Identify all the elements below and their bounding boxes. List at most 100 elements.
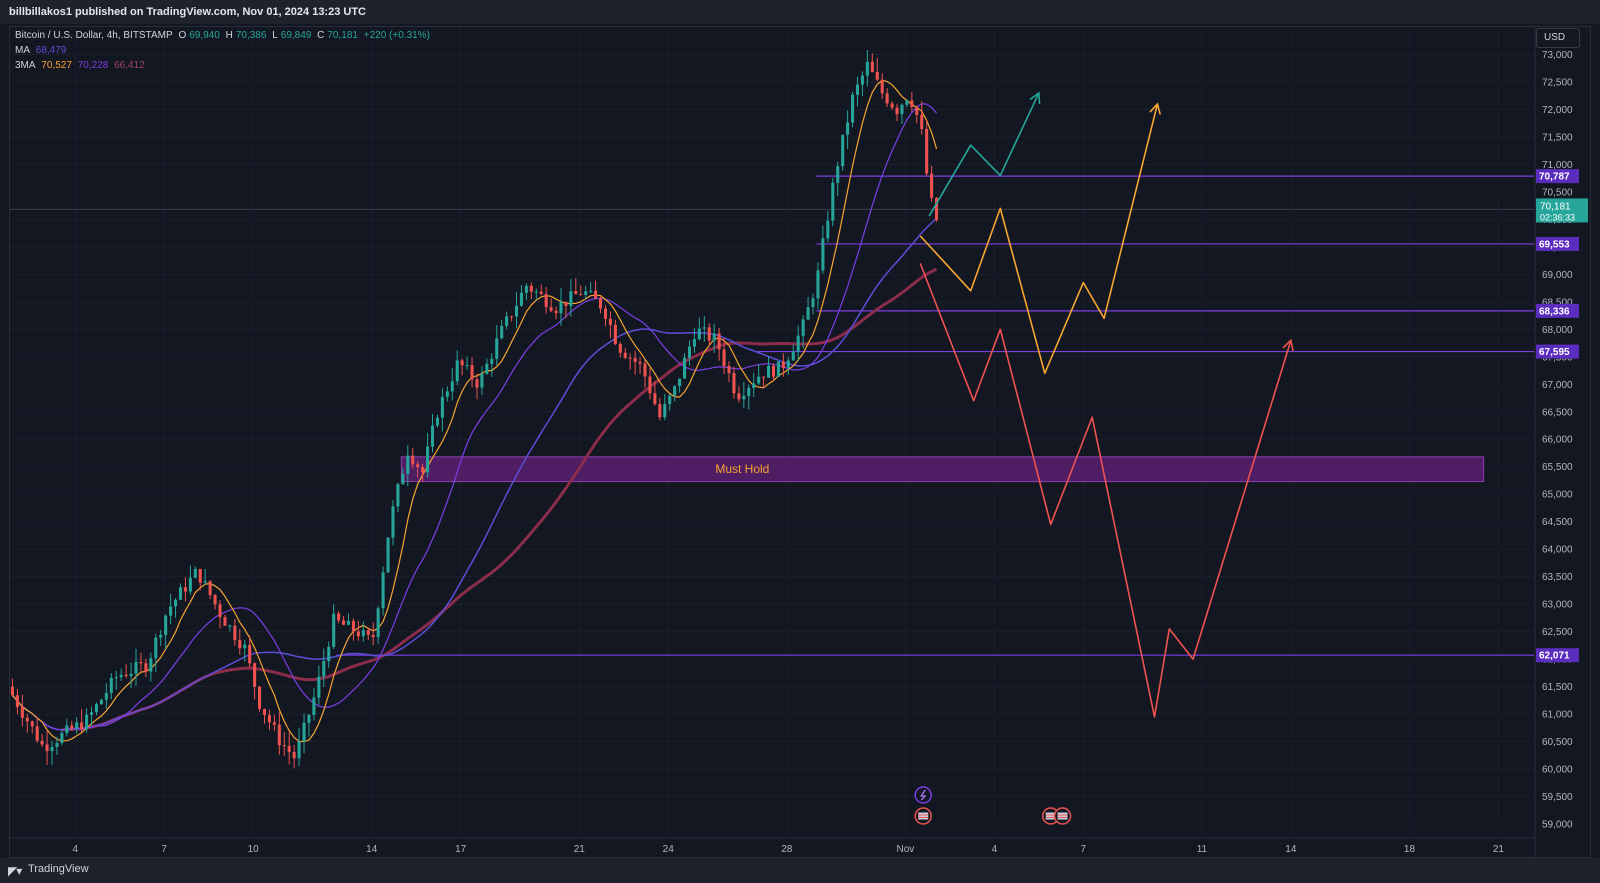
candle-body [203,581,207,583]
candle-body [559,301,563,314]
candle-body [430,425,435,447]
candle-body [633,358,637,362]
level-label: 70,787 [1539,172,1570,183]
price-tick-label: 61,500 [1542,682,1573,693]
candle-body [218,604,222,618]
candle-body [60,732,64,743]
candle-body [638,361,642,364]
must-hold-label: Must Hold [715,462,769,476]
price-axis-layer: 73,00072,50072,00071,50071,00070,50070,0… [1534,26,1588,858]
footer [0,858,1600,883]
candle-body [678,378,682,387]
level-tag [1536,236,1579,251]
candle-body [598,298,603,309]
candle-body [851,94,855,123]
candle-body [905,100,909,105]
candle-body [806,307,810,320]
projection-red-arrowhead [1282,338,1294,352]
candle-body [505,316,509,326]
candle-body [233,625,237,640]
time-tick-label: 21 [1493,844,1505,855]
candle-body [139,661,143,664]
price-tick-label: 63,000 [1542,600,1573,611]
candle-body [529,285,533,292]
candle-body [811,298,815,308]
candle-body [485,363,489,374]
tradingview-brand[interactable]: TradingView [28,863,89,875]
open-value: 69,940 [189,30,220,41]
candle-body [371,634,375,638]
candle-body [920,114,924,130]
current-price-tag [1536,198,1588,223]
price-tick-label: 61,000 [1542,710,1573,721]
candle-body [697,328,701,340]
price-tick-label: 60,000 [1542,765,1573,776]
projection-red-path [919,263,1292,718]
candle-body [351,620,355,632]
candle-body [144,663,148,672]
candle-body [539,291,543,295]
candle-body [322,661,326,677]
candle-body [594,290,598,299]
candle-body [683,357,687,379]
candle-body [717,333,721,350]
3ma-legend[interactable]: 3MA 70,527 70,228 66,412 [15,60,148,71]
candle-body [875,71,879,80]
candle-body [930,173,934,198]
candle-body [159,635,163,638]
candle-body [426,446,430,473]
candle-body [742,395,746,400]
candle-body [149,658,153,672]
price-tick-label: 73,000 [1542,50,1573,61]
candle-body [524,285,528,293]
candle-body [870,61,874,72]
high-key: H [225,30,233,41]
time-axis-layer: 4 7 10 14 17 21 24 28 Nov 4 7 11 14 18 21 [10,837,1535,855]
tradingview-logo-icon[interactable]: ◤▾ [8,864,22,878]
low-key: L [272,30,278,41]
price-tick-label: 59,500 [1542,792,1573,803]
time-tick-label: 18 [1404,844,1416,855]
candle-body [253,663,257,687]
lightning-glyph [919,789,927,801]
price-tick-label: 62,500 [1542,627,1573,638]
currency-selector[interactable]: USD [1536,28,1580,48]
time-tick-label: 28 [781,844,793,855]
level-label: 62,071 [1539,651,1570,662]
price-tick-label: 72,000 [1542,105,1573,116]
candle-body [821,238,825,271]
candle-body [411,455,415,465]
must-hold-zone-layer: Must Hold [400,456,1485,483]
candle-body [865,61,869,76]
candle-body [589,290,593,292]
level-label: 69,553 [1539,239,1570,250]
ma-legend[interactable]: MA 68,479 [15,45,69,56]
ma-long-line [61,267,938,732]
price-tick-label: 68,500 [1542,297,1573,308]
candle-body [346,620,351,625]
candle-body [623,352,627,358]
candle-body [500,325,504,339]
close-value: 70,181 [327,30,358,41]
candle-body [104,692,108,700]
flag-glyph [1057,812,1068,820]
time-tick-label: 21 [574,844,586,855]
candle-body [915,106,919,115]
candle-body [258,686,262,710]
price-tick-label: 69,000 [1542,270,1573,281]
candle-body [248,644,252,664]
candle-body [732,373,736,394]
symbol-legend: Bitcoin / U.S. Dollar, 4h, BITSTAMP O 69,… [15,30,433,41]
candle-body [900,104,904,115]
candle-body [421,467,425,473]
candle-body [292,752,296,759]
lightning-icon [914,786,932,804]
candle-body [164,615,168,636]
candle-body [267,715,271,723]
candle-body [188,577,192,592]
price-tick-label: 66,500 [1542,407,1573,418]
candle-body [846,122,850,135]
price-tick-label: 65,500 [1542,462,1573,473]
candle-body [628,357,632,359]
